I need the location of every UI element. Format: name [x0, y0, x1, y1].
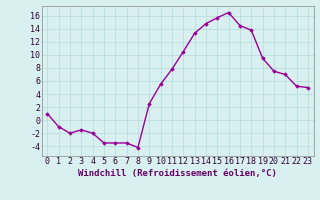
- X-axis label: Windchill (Refroidissement éolien,°C): Windchill (Refroidissement éolien,°C): [78, 169, 277, 178]
